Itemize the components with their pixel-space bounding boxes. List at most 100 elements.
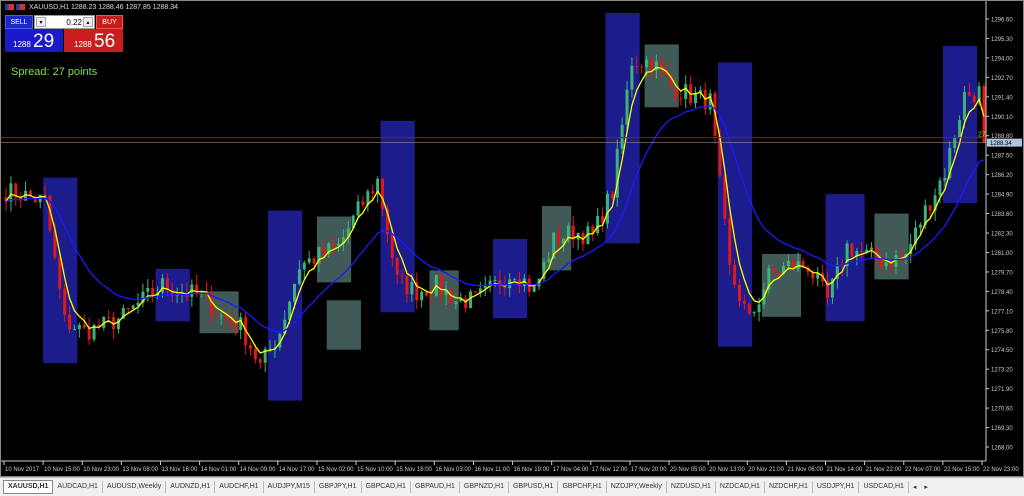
time-tick-label: 15 Nov 02:00 — [318, 467, 354, 473]
price-tick-label: 1284.90 — [991, 193, 1013, 199]
candle-body — [943, 177, 947, 181]
tab-audjpy-m15[interactable]: AUDJPY,M15 — [264, 481, 315, 493]
candle-body — [870, 247, 874, 250]
candle-body — [439, 274, 443, 295]
buy-price[interactable]: 1288 56 — [64, 29, 123, 52]
candle-body — [341, 237, 345, 244]
time-tick-label: 17 Nov 20:00 — [631, 467, 667, 473]
candle-body — [180, 292, 184, 295]
sell-button[interactable]: SELL — [5, 15, 33, 29]
candle-body — [865, 249, 869, 253]
symbol-ohlc: XAUUSD,H1 1288.23 1288.46 1287.85 1288.3… — [28, 4, 179, 11]
candle-body — [801, 261, 805, 268]
candle-body — [816, 272, 820, 279]
tab-xauusd-h1[interactable]: XAUUSD,H1 — [3, 480, 54, 494]
candle-body — [219, 315, 223, 317]
candle-body — [972, 95, 976, 102]
tab-gbpcad-h1[interactable]: GBPCAD,H1 — [362, 481, 411, 493]
candle-body — [561, 238, 565, 244]
price-tick-label: 1286.20 — [991, 173, 1013, 179]
candle-body — [782, 265, 786, 275]
tab-audchf-h1[interactable]: AUDCHF,H1 — [215, 481, 264, 493]
tab-audcad-h1[interactable]: AUDCAD,H1 — [53, 481, 103, 493]
time-tick-label: 13 Nov 16:00 — [161, 467, 197, 473]
tab-scroll-prev-icon[interactable]: ◂ — [912, 484, 917, 491]
candle-body — [850, 243, 854, 257]
candle-body — [747, 303, 751, 314]
price-tick-label: 1271.90 — [991, 387, 1013, 393]
tab-usdjpy-h1[interactable]: USDJPY,H1 — [813, 481, 860, 493]
tab-gbpnzd-h1[interactable]: GBPNZD,H1 — [460, 481, 509, 493]
lot-size-input[interactable] — [48, 16, 82, 28]
candle-body — [630, 65, 634, 90]
candle-body — [610, 193, 614, 198]
candle-body — [596, 215, 600, 234]
chart-title: XAUUSD,H1 1288.23 1288.46 1287.85 1288.3… — [5, 4, 178, 11]
tab-nzdcad-h1[interactable]: NZDCAD,H1 — [716, 481, 765, 493]
candle-body — [918, 224, 922, 228]
price-tick-label: 1269.30 — [991, 426, 1013, 432]
tab-gbpusd-h1[interactable]: GBPUSD,H1 — [509, 481, 559, 493]
zone-grey — [541, 206, 572, 271]
tab-audusd-weekly[interactable]: AUDUSD,Weekly — [103, 481, 167, 493]
last-price-label: 1288.34 — [990, 141, 1012, 147]
candle-body — [92, 324, 96, 340]
tab-nzdusd-h1[interactable]: NZDUSD,H1 — [667, 481, 716, 493]
candle-body — [317, 246, 321, 264]
candle-body — [928, 205, 932, 211]
candle-body — [381, 178, 385, 209]
candle-body — [356, 201, 360, 216]
time-tick-label: 22 Nov 15:00 — [944, 467, 980, 473]
tab-gbpchf-h1[interactable]: GBPCHF,H1 — [558, 481, 607, 493]
candle-body — [806, 267, 810, 273]
candle-body — [786, 261, 790, 266]
tab-nzdchf-h1[interactable]: NZDCHF,H1 — [765, 481, 813, 493]
sell-price[interactable]: 1288 29 — [5, 29, 63, 52]
candle-body — [571, 225, 575, 240]
candle-body — [513, 279, 517, 281]
tab-scroll-next-icon[interactable]: ▸ — [924, 484, 928, 491]
candle-body — [385, 208, 389, 235]
candle-body — [410, 282, 414, 295]
candle-body — [405, 275, 409, 295]
tab-gbpjpy-h1[interactable]: GBPJPY,H1 — [315, 481, 362, 493]
candle-body — [293, 283, 297, 302]
buy-button[interactable]: BUY — [96, 15, 123, 29]
tab-gbpaud-h1[interactable]: GBPAUD,H1 — [411, 481, 460, 493]
candle-body — [708, 93, 712, 110]
tab-usdcad-h1[interactable]: USDCAD,H1 — [859, 481, 909, 493]
tab-audnzd-h1[interactable]: AUDNZD,H1 — [166, 481, 216, 493]
tab-nzdjpy-weekly[interactable]: NZDJPY,Weekly — [607, 481, 667, 493]
candle-body — [77, 324, 81, 330]
price-tick-label: 1290.10 — [991, 115, 1013, 121]
candle-body — [58, 257, 62, 289]
candle-body — [425, 291, 429, 296]
lot-increase-button[interactable]: ▴ — [83, 17, 93, 27]
candle-body — [723, 175, 727, 219]
lot-size-stepper[interactable]: ▾ ▴ — [34, 15, 95, 29]
candle-body — [483, 284, 487, 289]
candle-body — [654, 61, 658, 71]
candle-body — [615, 148, 619, 198]
zone-blue — [268, 210, 303, 401]
candle-body — [640, 66, 644, 68]
chart-window[interactable]: 27 1296.60 1295.30 1294.00 1292.70 1291.40 129… — [0, 0, 1024, 477]
candle-body — [566, 225, 570, 239]
zone-blue — [825, 194, 865, 322]
candle-body — [48, 196, 52, 231]
candle-body — [958, 119, 962, 138]
candle-body — [312, 258, 316, 264]
time-tick-label: 22 Nov 07:00 — [905, 467, 941, 473]
candle-body — [28, 190, 32, 197]
candle-body — [332, 243, 336, 246]
candle-body — [337, 243, 341, 246]
lot-decrease-button[interactable]: ▾ — [36, 17, 46, 27]
candle-body — [131, 305, 135, 309]
candle-body — [718, 136, 722, 176]
candle-body — [146, 288, 150, 292]
candle-body — [121, 307, 125, 319]
candle-body — [390, 234, 394, 259]
buy-price-big: 56 — [94, 31, 116, 52]
price-chart[interactable]: 27 1296.60 1295.30 1294.00 1292.70 1291.40 129… — [1, 1, 1023, 476]
time-tick-label: 13 Nov 08:00 — [122, 467, 158, 473]
